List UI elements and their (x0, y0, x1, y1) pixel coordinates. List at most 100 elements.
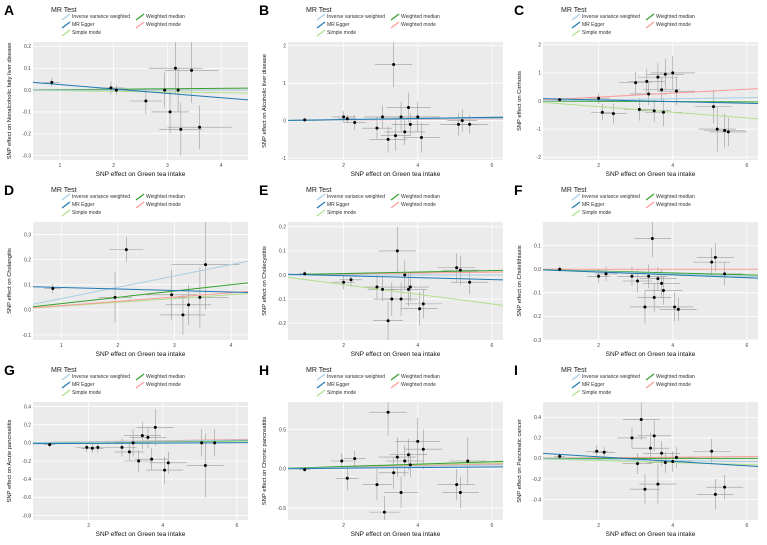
legend-key-smode (316, 209, 326, 217)
x-tick-label: 2 (597, 523, 600, 529)
legend-label-wmode: Weighted mode (146, 382, 181, 388)
legend-label-ivw: Inverse variance weighted (327, 374, 385, 380)
data-point (630, 436, 634, 440)
data-point (647, 92, 651, 96)
legend-label-egger: MR Egger (72, 202, 95, 208)
legend-key-egger (61, 381, 71, 389)
plot-content (543, 222, 758, 324)
legend-title: MR Test (51, 367, 77, 374)
legend-label-ivw: Inverse variance weighted (582, 374, 640, 380)
data-point (353, 457, 357, 461)
data-point (144, 99, 148, 103)
plot-content (33, 42, 248, 156)
x-tick-label: 2 (112, 163, 115, 169)
x-axis-label: SNP effect on Green tea intake (351, 171, 441, 178)
y-tick-label: 0 (283, 118, 286, 124)
y-tick-label: -0.2 (22, 132, 31, 138)
panel-letter: G (4, 362, 15, 378)
y-tick-label: 0 (538, 99, 541, 105)
data-point (392, 471, 396, 475)
y-tick-label: 0.0 (24, 308, 31, 314)
regression-line-egger (288, 466, 503, 470)
x-tick-label: 2 (342, 523, 345, 529)
data-point (710, 449, 714, 453)
regression-line-egger (543, 98, 758, 105)
legend-key-smode (61, 209, 71, 217)
plot-content (288, 42, 503, 153)
data-point (176, 88, 180, 92)
y-tick-label: 0.1 (24, 283, 31, 289)
data-point (166, 461, 170, 465)
data-point (723, 485, 727, 489)
y-tick-label: 0.2 (534, 436, 541, 442)
regression-line-ivw (33, 439, 248, 444)
legend-key-wmode (135, 381, 145, 389)
legend-key-smode (571, 209, 581, 217)
y-tick-label: 0.4 (24, 404, 31, 410)
x-tick-label: 4 (416, 343, 419, 349)
y-tick-label: 2 (283, 44, 286, 50)
legend-title: MR Test (561, 7, 587, 14)
data-point (137, 459, 141, 463)
data-point (558, 454, 562, 458)
data-point (713, 255, 717, 259)
legend-label-ivw: Inverse variance weighted (582, 194, 640, 200)
legend-label-egger: MR Egger (327, 22, 350, 28)
data-point (676, 307, 680, 311)
legend-label-smode: Simple mode (327, 210, 356, 216)
data-point (395, 249, 399, 253)
data-point (647, 274, 651, 278)
data-point (661, 110, 665, 114)
legend-key-ivw (571, 373, 581, 381)
legend-key-wmed (645, 193, 655, 201)
data-point (375, 285, 379, 289)
x-axis-label: SNP effect on Green tea intake (96, 171, 186, 178)
x-axis-label: SNP effect on Green tea intake (96, 351, 186, 358)
data-point (109, 86, 113, 90)
legend-label-wmode: Weighted mode (146, 22, 181, 28)
y-tick-label: 0.0 (534, 267, 541, 273)
x-tick-label: 4 (416, 163, 419, 169)
legend-label-egger: MR Egger (582, 382, 605, 388)
plot-content (33, 222, 248, 335)
y-tick-label: -2 (537, 155, 542, 161)
legend-label-wmode: Weighted mode (401, 22, 436, 28)
data-point (85, 445, 89, 449)
regression-line-egger (288, 116, 503, 121)
data-point (342, 280, 346, 284)
x-tick-label: 6 (745, 163, 748, 169)
data-point (403, 130, 407, 134)
legend-label-wmed: Weighted median (146, 14, 185, 20)
regression-line-wmed (33, 282, 248, 308)
x-tick-label: 4 (161, 523, 164, 529)
y-tick-label: -0.1 (22, 333, 31, 339)
plot-content (543, 56, 758, 152)
y-tick-label: -0.6 (22, 495, 31, 501)
data-point (671, 460, 675, 464)
legend-label-egger: MR Egger (72, 22, 95, 28)
data-point (131, 441, 135, 445)
data-point (303, 118, 307, 122)
legend-key-wmode (645, 381, 655, 389)
data-point (406, 453, 410, 457)
plot-content (288, 402, 503, 520)
legend-key-wmed (390, 13, 400, 21)
x-tick-label: 4 (416, 523, 419, 529)
data-point (303, 272, 307, 276)
legend-key-egger (316, 201, 326, 209)
data-point (303, 468, 307, 472)
legend-label-wmode: Weighted mode (656, 22, 691, 28)
legend-key-egger (61, 21, 71, 29)
plot-background (288, 222, 503, 340)
legend-key-smode (61, 29, 71, 37)
data-point (198, 295, 202, 299)
x-tick-label: 4 (671, 343, 674, 349)
data-point (403, 273, 407, 277)
legend-label-wmed: Weighted median (656, 374, 695, 380)
y-tick-label: 1 (283, 81, 286, 87)
y-tick-label: -0.2 (532, 314, 541, 320)
y-axis-label: SNP effect on Chronic pancreatitis (262, 417, 268, 505)
data-point (381, 115, 385, 119)
